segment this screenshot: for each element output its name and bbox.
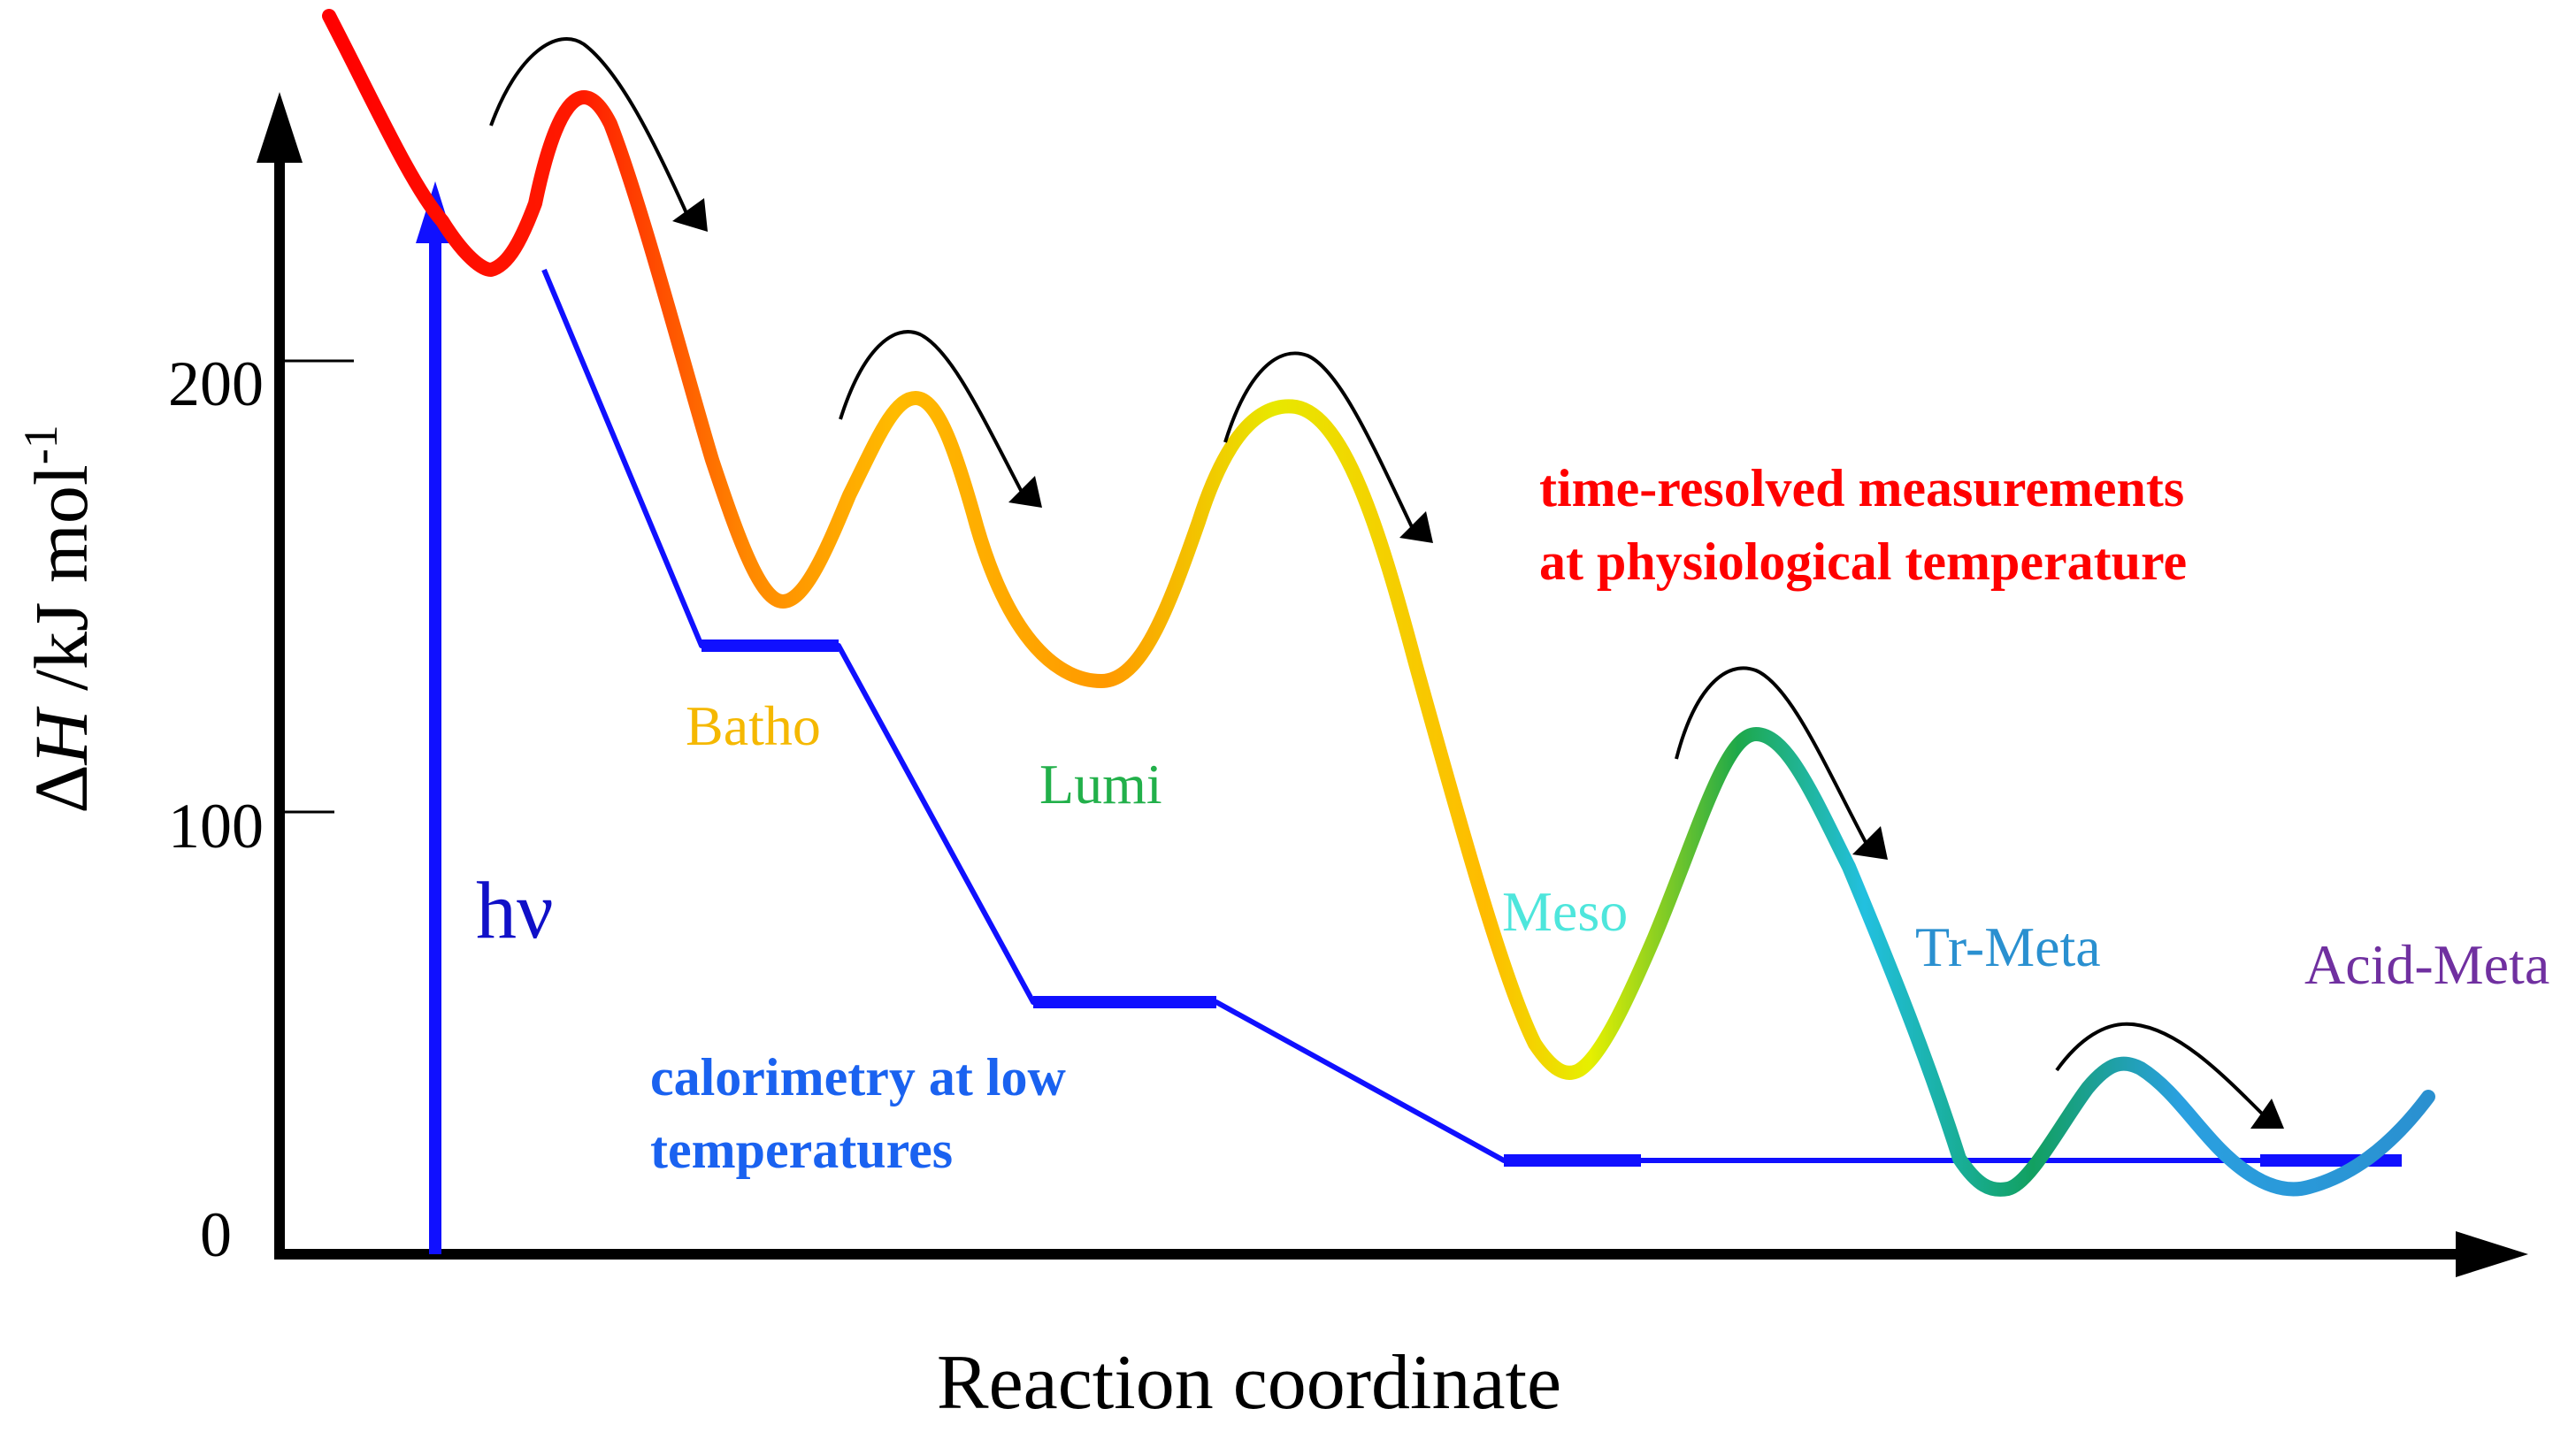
barrier-arrow-2-head [1008, 476, 1042, 508]
enthalpy-symbol: H [19, 706, 104, 765]
energy-landscape-curve [322, 9, 2435, 1197]
delta-prefix: Δ [19, 764, 104, 813]
barrier-arrow-1 [489, 37, 692, 222]
state-label-trmeta: Tr-Meta [1915, 915, 2101, 978]
barrier-arrow-4-head [1852, 826, 1888, 860]
barrier-arrow-2 [839, 330, 1026, 498]
barrier-arrow-5 [2055, 1022, 2265, 1116]
barrier-arrow-1-head [672, 198, 708, 232]
x-axis-arrowhead [2456, 1231, 2528, 1277]
state-label-batho: Batho [686, 694, 821, 757]
unit-exponent: -1 [14, 425, 67, 464]
state-label-meso: Meso [1502, 880, 1628, 943]
y-tick-label-0: 0 [200, 1199, 232, 1270]
time-resolved-line1: time-resolved measurements [1539, 459, 2184, 517]
time-resolved-line2: at physiological temperature [1539, 532, 2187, 591]
state-label-acidmeta: Acid-Meta [2304, 933, 2549, 996]
y-tick-label-100: 100 [168, 791, 264, 861]
y-axis-label: ΔH /kJ mol-1 [14, 425, 104, 814]
unit-text: /kJ mol [19, 464, 104, 709]
state-label-lumi: Lumi [1039, 753, 1162, 816]
excitation-label: hν [476, 865, 554, 955]
x-axis-label: Reaction coordinate [937, 1340, 1561, 1426]
calorimetry-line2: temperatures [650, 1121, 953, 1179]
barrier-arrow-3-head [1399, 511, 1433, 543]
calorimetry-line1: calorimetry at low [650, 1048, 1066, 1107]
y-tick-label-200: 200 [168, 348, 264, 419]
barrier-arrow-5-head [2250, 1099, 2284, 1129]
barrier-arrow-4 [1675, 666, 1870, 848]
y-axis-arrowhead [257, 92, 303, 163]
barrier-arrow-3 [1223, 351, 1415, 532]
